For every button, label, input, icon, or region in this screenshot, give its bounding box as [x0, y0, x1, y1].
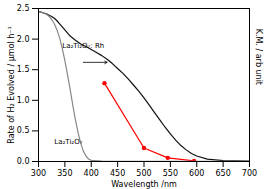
svg-text:2.0: 2.0 — [17, 35, 30, 44]
svg-text:La₂Ti₂O₇: Rh: La₂Ti₂O₇: Rh — [62, 42, 104, 50]
svg-text:350: 350 — [57, 169, 72, 178]
svg-text:1.5: 1.5 — [17, 65, 30, 74]
svg-text:2.5: 2.5 — [17, 4, 30, 13]
svg-text:La₂Ti₂O₇: La₂Ti₂O₇ — [54, 138, 82, 146]
svg-text:0.5: 0.5 — [17, 126, 30, 135]
svg-text:500: 500 — [136, 169, 151, 178]
svg-text:Wavelength /nm: Wavelength /nm — [111, 180, 177, 189]
svg-text:700: 700 — [242, 169, 257, 178]
svg-text:400: 400 — [84, 169, 99, 178]
svg-text:Rate of H₂ Evolved / μmol h⁻¹: Rate of H₂ Evolved / μmol h⁻¹ — [7, 26, 16, 143]
svg-text:300: 300 — [31, 169, 46, 178]
svg-text:K.M. / arb unit: K.M. / arb unit — [254, 29, 263, 85]
svg-text:450: 450 — [110, 169, 125, 178]
svg-text:650: 650 — [215, 169, 230, 178]
svg-text:1.0: 1.0 — [17, 96, 30, 105]
svg-text:550: 550 — [163, 169, 178, 178]
svg-text:600: 600 — [189, 169, 204, 178]
svg-text:0.0: 0.0 — [17, 157, 30, 166]
